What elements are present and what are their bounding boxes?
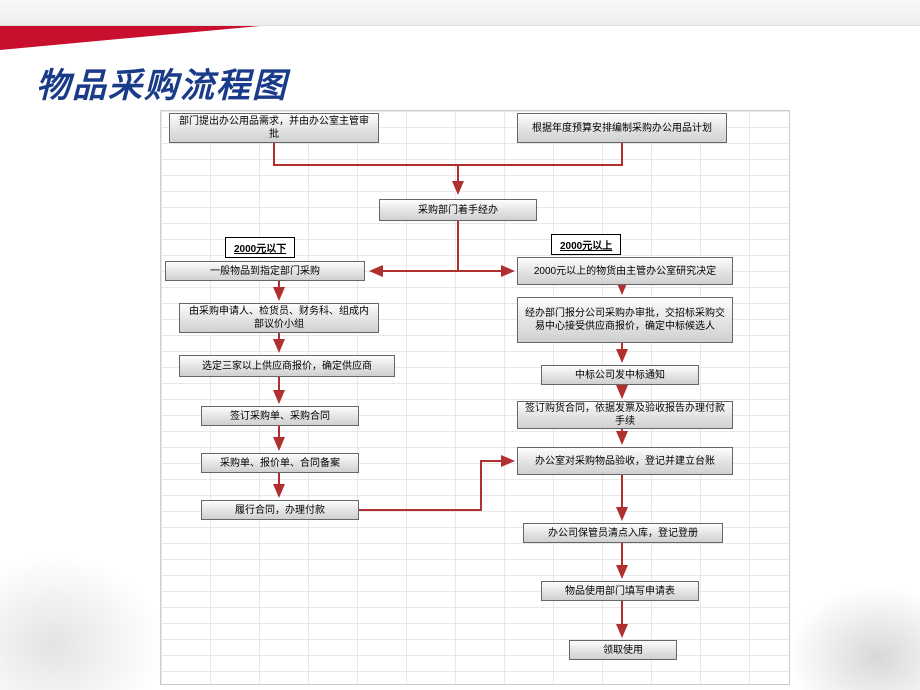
flow-node: 一般物品到指定部门采购 (165, 261, 365, 281)
flow-node: 中标公司发中标通知 (541, 365, 699, 385)
decor-bottom-left (0, 540, 180, 690)
page-title: 物品采购流程图 (36, 58, 288, 107)
flow-node: 由采购申请人、检货员、财务科、组成内部议价小组 (179, 303, 379, 333)
flow-node: 签订购货合同，依据发票及验收报告办理付款手续 (517, 401, 733, 429)
flow-node: 领取使用 (569, 640, 677, 660)
threshold-label: 2000元以下 (225, 237, 295, 258)
decor-bottom-right (780, 580, 920, 690)
flow-node: 签订采购单、采购合同 (201, 406, 359, 426)
flow-node: 部门提出办公用品需求，并由办公室主管审批 (169, 113, 379, 143)
flow-node: 履行合同，办理付款 (201, 500, 359, 520)
flow-node: 办公司保管员清点入库，登记登册 (523, 523, 723, 543)
flowchart-area: 部门提出办公用品需求，并由办公室主管审批 根据年度预算安排编制采购办公用品计划采购… (160, 110, 790, 685)
accent-triangle (0, 26, 260, 50)
flow-node: 办公室对采购物品验收，登记并建立台账 (517, 447, 733, 475)
flow-node: 物品使用部门填写申请表 (541, 581, 699, 601)
flow-node: 采购单、报价单、合同备案 (201, 453, 359, 473)
flow-node: 采购部门着手经办 (379, 199, 537, 221)
flow-node: 根据年度预算安排编制采购办公用品计划 (517, 113, 727, 143)
flow-node: 选定三家以上供应商报价，确定供应商 (179, 355, 395, 377)
threshold-label: 2000元以上 (551, 234, 621, 255)
top-bar (0, 0, 920, 26)
flow-node: 经办部门报分公司采购办审批，交招标采购交易中心接受供应商报价，确定中标候选人 (517, 297, 733, 343)
flow-node: 2000元以上的物货由主管办公室研究决定 (517, 257, 733, 285)
